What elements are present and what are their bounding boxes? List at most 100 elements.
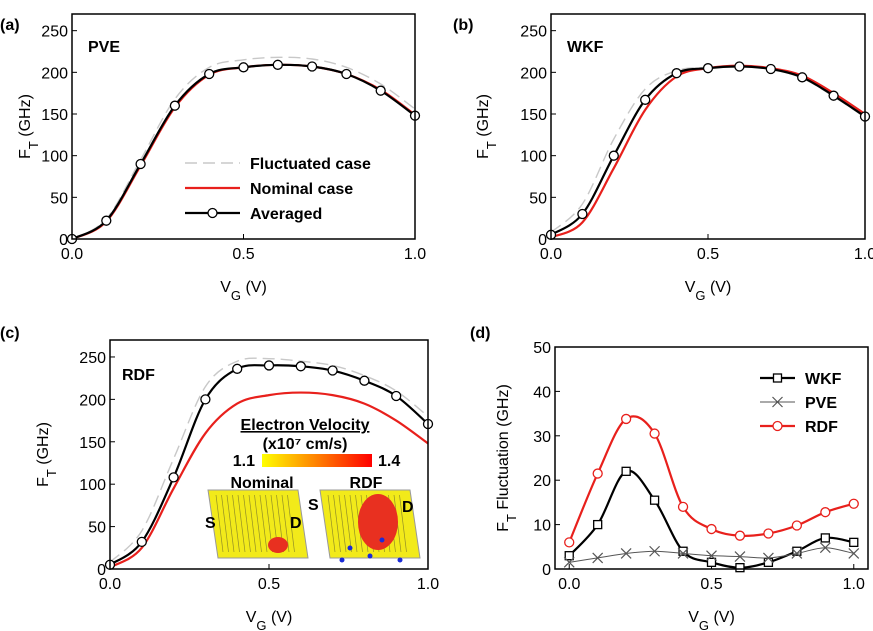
y-axis-label-sub: T xyxy=(484,141,499,149)
device-stripe xyxy=(237,494,246,553)
y-axis-label-tail: (GHz) xyxy=(475,94,492,141)
x-tick-label: 0.5 xyxy=(700,576,722,593)
marker xyxy=(375,85,386,96)
marker xyxy=(136,536,147,548)
marker xyxy=(563,556,575,568)
y-axis-label: FT (GHz) xyxy=(475,94,499,159)
y-tick-label: 200 xyxy=(41,65,68,82)
marker xyxy=(678,546,688,556)
x-axis-label-sub: G xyxy=(256,618,266,631)
y-tick-label: 30 xyxy=(533,429,551,446)
device-hot xyxy=(268,537,288,553)
y-axis-label: FT Fluctuation (GHz) xyxy=(495,384,519,532)
marker xyxy=(763,557,774,567)
device-stripe xyxy=(243,494,251,553)
legend-label: PVE xyxy=(805,395,837,412)
marker xyxy=(341,68,352,80)
dopant xyxy=(339,557,345,563)
marker xyxy=(295,361,306,372)
marker xyxy=(735,563,745,573)
x-tick-label: 0.0 xyxy=(540,246,562,263)
marker xyxy=(706,550,717,562)
marker xyxy=(204,68,215,80)
y-axis-label-tail: (GHz) xyxy=(35,422,52,469)
dopant xyxy=(397,557,403,563)
y-tick-label: 50 xyxy=(88,520,106,537)
panel-label: (b) xyxy=(453,17,473,34)
x-axis-label-sub: G xyxy=(231,288,241,303)
device-stripe xyxy=(338,494,347,553)
device-stripe xyxy=(327,494,336,553)
x-axis-label: VG (V) xyxy=(688,609,735,631)
y-tick-label: 150 xyxy=(79,435,106,452)
dopant xyxy=(347,545,353,551)
marker xyxy=(101,215,112,226)
y-axis-label-tail: Fluctuation (GHz) xyxy=(495,384,512,514)
x-axis-label: VG (V) xyxy=(685,279,732,303)
x-axis-label-tail: (V) xyxy=(706,279,732,296)
marker xyxy=(608,150,619,161)
panel-label: (d) xyxy=(470,325,490,342)
marker xyxy=(621,466,631,476)
marker xyxy=(564,551,574,561)
y-tick-label: 200 xyxy=(520,65,547,82)
inset-title: Electron Velocity xyxy=(241,417,370,434)
plot-frame xyxy=(71,13,416,240)
marker xyxy=(135,158,146,170)
panel-title: RDF xyxy=(122,367,155,384)
series-line xyxy=(550,65,866,236)
marker xyxy=(263,360,275,371)
marker xyxy=(849,537,859,548)
x-axis-label: VG (V) xyxy=(220,279,267,303)
x-tick-label: 0.5 xyxy=(258,576,280,593)
y-axis-label-main: F xyxy=(35,477,52,487)
marker xyxy=(762,552,774,564)
x-axis-label-sub: G xyxy=(695,288,705,303)
y-axis-label: FT (GHz) xyxy=(35,422,59,487)
device-stripe xyxy=(399,494,407,553)
dopant xyxy=(367,553,373,559)
x-axis-label-tail: (V) xyxy=(709,609,735,626)
inset-case: Nominal xyxy=(230,475,293,492)
y-axis-label-sub: T xyxy=(26,141,41,149)
terminal-label: D xyxy=(402,499,414,516)
marker xyxy=(359,375,370,386)
y-tick-label: 250 xyxy=(520,24,547,41)
device-stripe xyxy=(215,494,224,553)
inset-case: RDF xyxy=(350,475,383,492)
marker xyxy=(577,208,588,220)
y-tick-label: 100 xyxy=(79,477,106,494)
plot-frame xyxy=(550,13,866,240)
dopant xyxy=(379,537,385,543)
marker xyxy=(677,548,689,559)
marker xyxy=(765,63,776,75)
x-tick-label: 1.0 xyxy=(404,246,426,263)
series-line xyxy=(71,56,416,240)
device-hot xyxy=(358,494,398,550)
marker xyxy=(168,472,179,483)
marker xyxy=(677,501,689,512)
series-line xyxy=(550,65,866,233)
device-stripe xyxy=(344,494,352,553)
marker xyxy=(327,365,338,376)
y-tick-label: 10 xyxy=(533,518,551,535)
legend-label: Nominal case xyxy=(250,181,353,198)
marker xyxy=(791,548,803,559)
y-tick-label: 150 xyxy=(41,107,68,124)
x-axis-label-main: V xyxy=(688,609,699,626)
marker xyxy=(272,59,283,70)
marker xyxy=(848,548,860,559)
device-stripe xyxy=(254,494,262,553)
marker xyxy=(791,520,803,531)
marker xyxy=(702,63,714,74)
x-axis-label-main: V xyxy=(246,609,257,626)
y-axis-label-main: F xyxy=(17,149,34,159)
colorbar-max: 1.4 xyxy=(378,453,400,470)
marker xyxy=(649,428,660,439)
device-stripe xyxy=(259,494,268,553)
marker xyxy=(620,413,632,425)
y-tick-label: 0 xyxy=(542,562,551,579)
marker xyxy=(238,62,249,73)
series-line xyxy=(71,63,416,240)
y-tick-label: 20 xyxy=(533,473,551,490)
